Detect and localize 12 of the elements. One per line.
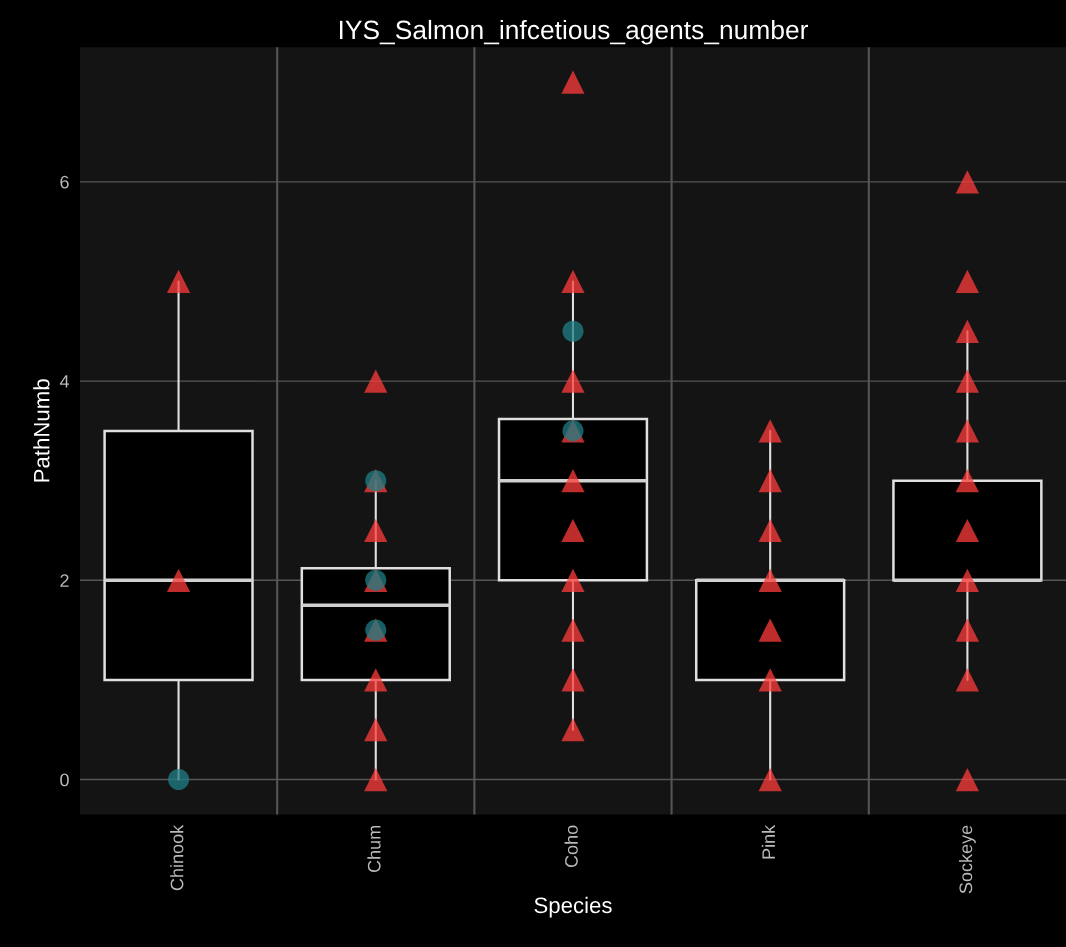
- y-tick-label: 4: [59, 375, 70, 388]
- x-tick-label: Chinook: [170, 824, 184, 891]
- y-tick-label: 2: [60, 574, 69, 587]
- x-tick-label: Coho: [564, 825, 578, 868]
- x-axis-title: Species: [534, 896, 612, 918]
- chart-title: IYS_Salmon_infcetious_agents_number: [339, 19, 808, 45]
- y-axis-title: PathNumb: [33, 379, 50, 482]
- x-tick-label: Chum: [367, 826, 381, 873]
- x-tick-label: Pink: [761, 824, 775, 859]
- y-tick-label: 6: [60, 175, 69, 189]
- x-tick-label: Sockeye: [958, 825, 976, 894]
- y-tick-label: 0: [60, 773, 69, 787]
